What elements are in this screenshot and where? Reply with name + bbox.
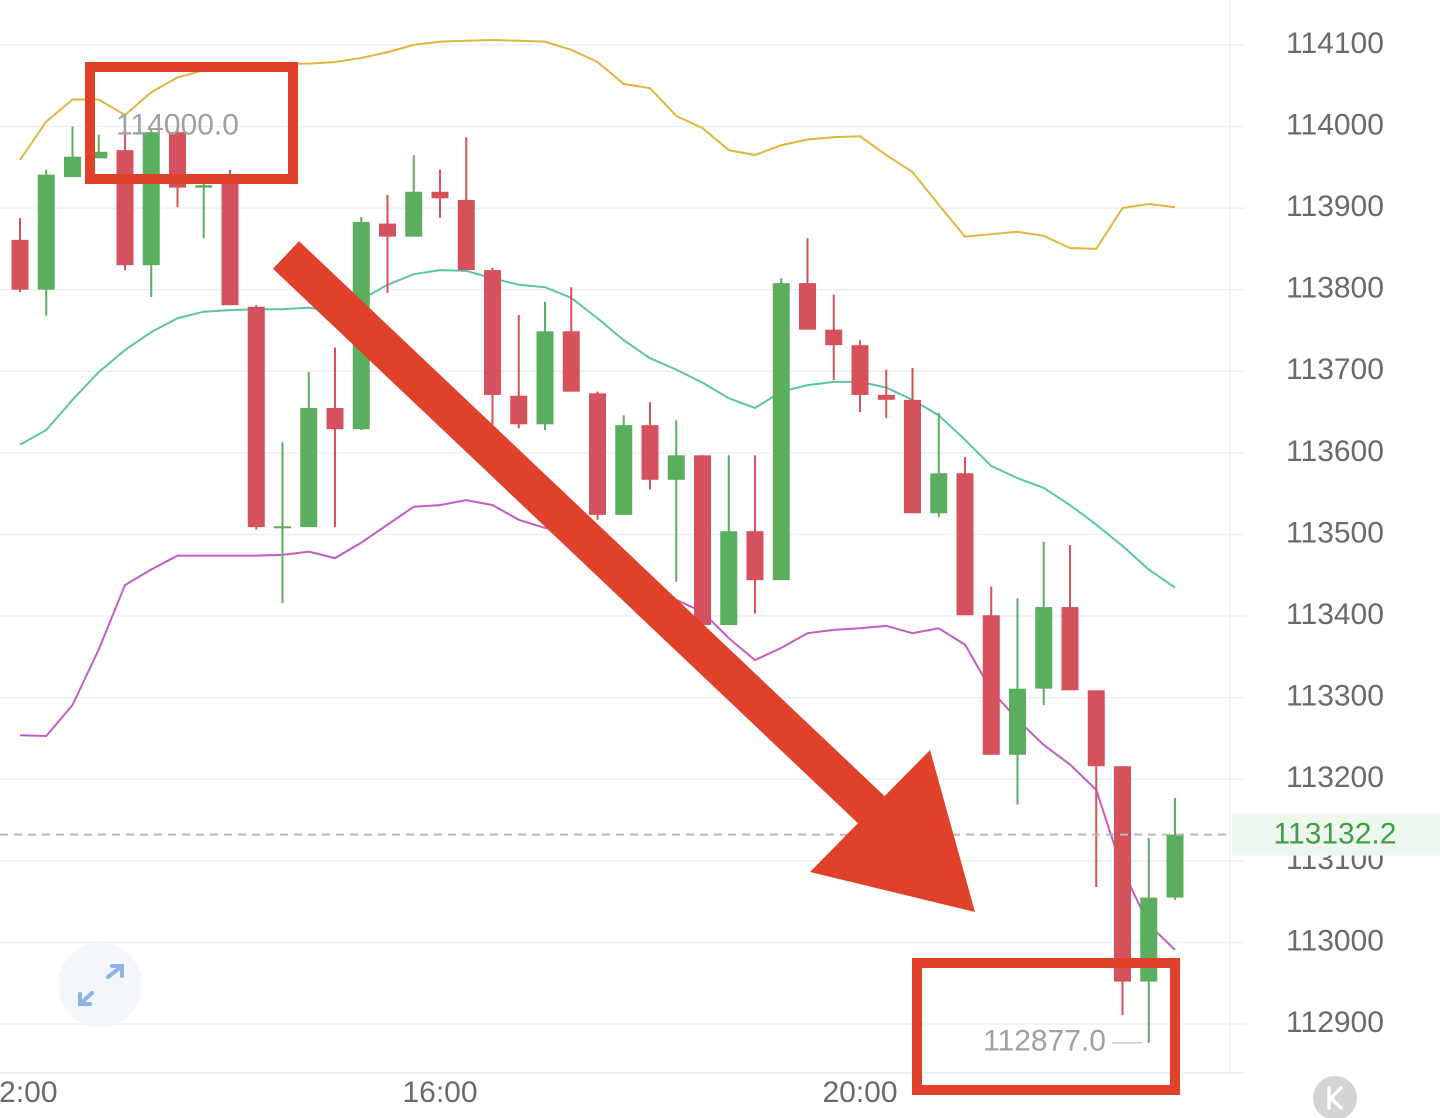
candle-body [1009,688,1026,755]
candle-body [116,150,134,266]
kline-icon [1327,1086,1343,1110]
kline-button[interactable] [1313,1076,1357,1118]
overlay: 113132.2 114000.0 112877.0 [0,62,1440,1118]
y-tick-label: 113400 [1286,598,1384,631]
x-tick-label: 16:00 [402,1076,477,1109]
candle-body [641,425,659,480]
expand-icon [78,964,124,1006]
max-label: 114000.0 [116,108,239,141]
y-tick-label: 113800 [1286,272,1384,305]
candle-body [694,455,711,626]
candle-body [274,526,291,529]
candle-body [405,191,423,237]
candle-body [536,331,554,425]
candle-body [904,399,921,514]
highlight-box [912,958,1180,1095]
candle-body [589,393,606,515]
y-tick-label: 113000 [1286,924,1384,957]
candle-body [982,615,1000,755]
candle-body [615,425,633,515]
y-tick-label: 112900 [1286,1006,1384,1039]
y-tick-label: 113900 [1286,190,1384,223]
candle-body [1087,690,1105,767]
candle-body [37,174,55,290]
y-tick-label: 113600 [1286,435,1384,468]
candle-body [142,132,160,266]
current-price-box [1232,813,1440,856]
candle-body [195,185,213,188]
candle-body [484,270,501,395]
candle-body [562,331,580,392]
current-price-label: 113132.2 [1274,817,1397,850]
candle-body [90,151,108,159]
candle-body [1035,607,1053,689]
candle-body [851,345,869,395]
y-tick-label: 114000 [1286,108,1384,141]
candle-body [510,395,528,425]
y-tick-label: 114100 [1286,27,1384,60]
trend-arrow-shaft [272,241,894,832]
trend-arrow-head [810,750,975,912]
candle-body [877,394,895,400]
candle-body [930,473,948,514]
candle-body [431,191,449,199]
highlight-box [85,62,298,184]
candle-body [64,156,81,178]
candle-body [326,407,344,430]
candle-body [825,329,843,346]
candles [11,126,1184,1043]
candle-body [772,283,790,581]
band-line [19,269,1176,589]
candle-body [956,473,974,616]
expand-button[interactable] [58,943,142,1027]
candle-body [1166,834,1184,898]
candle-body [11,239,29,290]
y-tick-label: 113200 [1286,761,1384,794]
candle-body [379,223,396,237]
candle-body [746,531,764,581]
y-tick-label: 113700 [1286,353,1384,386]
candle-body [169,132,186,188]
y-tick-label: 113300 [1286,680,1384,713]
candle-body [300,407,318,528]
y-tick-label: 113500 [1286,516,1384,549]
candle-body [221,182,239,306]
min-label: 112877.0 [983,1025,1106,1058]
x-tick-label: 20:00 [822,1076,897,1109]
x-tick-label: 12:00 [0,1076,58,1109]
candle-body [1114,766,1131,982]
candle-body [720,531,738,626]
candle-body [667,455,685,480]
candle-body [247,306,265,528]
candle-body [1140,897,1158,982]
candle-body [1061,607,1079,691]
candle-body [457,199,475,271]
candle-body [799,283,816,330]
